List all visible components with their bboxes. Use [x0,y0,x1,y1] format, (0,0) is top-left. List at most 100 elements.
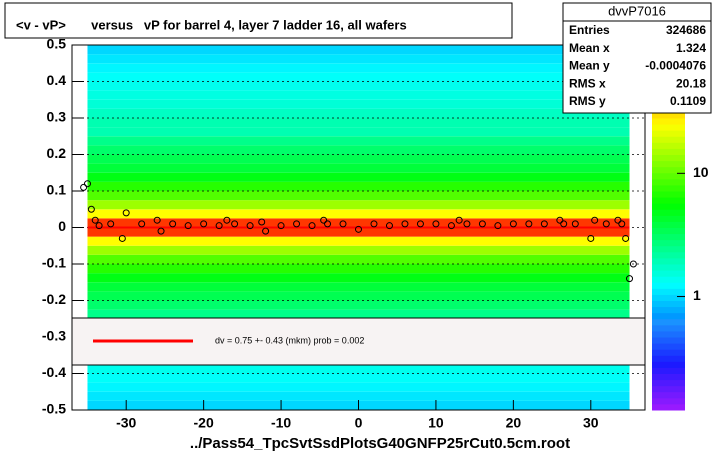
palette-cell [652,118,685,125]
palette-cell [652,361,685,368]
profile-point [614,216,622,224]
palette-cell [652,270,685,277]
heat-cell [87,127,630,137]
profile-point [587,234,595,242]
x-tick-label: 20 [506,415,522,431]
z-tick-label: 1 [693,287,701,303]
profile-point [385,222,393,230]
profile-point [246,222,254,230]
profile-point [455,216,463,224]
palette-cell [652,318,685,326]
palette-cell [652,245,685,253]
stats-value: 1.324 [676,41,706,55]
palette-cell [652,324,685,332]
palette-cell [652,124,685,131]
profile-point [447,222,455,230]
palette-cell [652,209,685,216]
stats-label: Entries [569,23,610,37]
profile-point [355,225,362,233]
profile-point [91,216,99,224]
heat-cell [87,154,630,164]
palette-cell [652,264,685,271]
palette-cell [652,203,685,210]
palette-cell [652,142,685,149]
palette-cell [652,239,685,247]
x-axis-label: ../Pass54_TpcSvtSsdPlotsG40GNFP25rCut0.5… [190,435,570,452]
profile-point [416,220,424,228]
stats-label: Mean y [569,59,610,73]
palette-cell [652,130,685,137]
heat-cell [87,108,630,118]
palette-cell [652,233,685,241]
palette-cell [652,306,685,314]
heat-cell [87,364,630,374]
x-tick-label: -20 [194,415,214,431]
heat-cell [87,200,630,210]
profile-point [258,218,266,226]
profile-point [432,220,440,228]
profile-point [525,220,533,228]
z-tick-label: 10 [693,164,709,180]
profile-point [122,209,130,217]
palette-cell [652,191,685,198]
palette-cell [652,160,685,168]
profile-point [478,220,486,228]
heat-cell [87,181,630,191]
y-tick-label: 0.2 [47,145,67,161]
profile-point [320,216,328,224]
x-tick-label: -30 [116,415,136,431]
palette-cell [652,367,685,374]
profile-point [622,234,630,242]
palette-cell [652,257,685,265]
profile-point [324,220,332,228]
palette-cell [652,282,685,289]
profile-point [370,220,378,228]
heat-cell [87,382,630,392]
legend-text: dv = 0.75 +- 0.43 (mkm) prob = 0.002 [215,335,364,345]
y-tick-label: -0.5 [42,401,66,417]
profile-point [95,222,103,230]
heat-cell [87,300,630,310]
x-tick-label: 10 [428,415,444,431]
profile-point [231,220,239,228]
stats-value: -0.0004076 [645,59,706,73]
palette-cell [652,403,685,411]
profile-point [629,260,637,268]
profile-point [556,216,564,224]
profile-point [215,222,223,230]
palette-cell [652,148,685,155]
heat-cell [87,45,630,55]
stats-value: 20.18 [676,76,706,90]
y-tick-label: -0.1 [42,255,66,271]
profile-point [339,220,347,228]
palette-cell [652,294,685,301]
palette-cell [652,300,685,308]
y-tick-label: 0.3 [47,109,67,125]
profile-point [591,216,599,224]
palette-cell [652,227,685,235]
profile-point [494,222,502,230]
palette-cell [652,111,685,119]
heat-cell [87,90,630,100]
y-tick-label: 0 [58,218,66,234]
stats-label: Mean x [569,41,610,55]
stats-label: RMS x [569,76,606,90]
profile-point [277,222,285,230]
profile-point [153,216,161,224]
heat-cell [87,163,630,173]
x-tick-label: 30 [583,415,599,431]
heat-cell [87,291,630,301]
profile-point [138,220,146,228]
heat-cell [87,118,630,128]
heat-cell [87,172,630,182]
x-tick-label: 0 [355,415,363,431]
heat-cell [87,391,630,401]
palette-cell [652,397,685,405]
profile-point [401,220,409,228]
profile-point [83,180,91,188]
profile-point [626,275,634,283]
palette-cell [652,391,685,399]
palette-cell [652,288,685,295]
profile-point [540,220,548,228]
